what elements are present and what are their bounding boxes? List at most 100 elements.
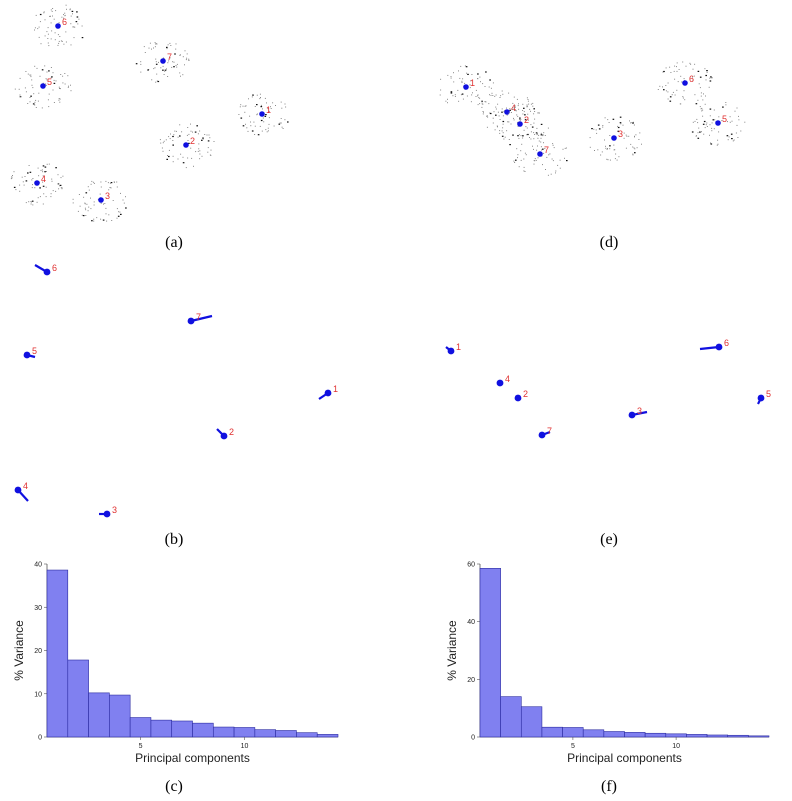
scatter-dot — [482, 111, 484, 112]
scatter-dot — [665, 67, 667, 69]
scatter-dot — [489, 112, 492, 115]
centroid-point — [537, 151, 543, 157]
y-tick-label: 0 — [471, 735, 475, 742]
scatter-dot — [453, 81, 455, 83]
point-cloud — [481, 90, 536, 134]
scatter-dot — [27, 172, 29, 174]
scatter-dot — [268, 110, 270, 112]
scatter-dot — [513, 160, 515, 162]
centroid-point — [611, 135, 617, 141]
scatter-dot — [48, 45, 50, 47]
scatter-dot — [677, 81, 679, 83]
scatter-dot — [516, 148, 518, 150]
point-cloud — [238, 93, 289, 136]
scatter-dot — [64, 15, 66, 17]
scatter-dot — [523, 170, 525, 172]
scatter-dot — [502, 132, 504, 134]
scatter-dot — [207, 140, 210, 142]
vector-point — [324, 389, 332, 397]
scatter-dot — [530, 131, 532, 133]
scatter-dot — [54, 39, 56, 41]
scatter-dot — [662, 71, 664, 73]
scatter-dot — [447, 74, 449, 76]
scatter-dot — [25, 202, 27, 204]
scatter-dot — [19, 94, 21, 96]
scatter-dot — [198, 148, 200, 150]
scatter-dot — [534, 118, 536, 120]
scatter-dot — [36, 201, 38, 203]
scatter-dot — [596, 132, 598, 134]
scatter-dot — [161, 147, 163, 149]
scatter-dot — [30, 76, 32, 78]
bar — [254, 729, 276, 738]
bar — [727, 734, 749, 738]
scatter-dot — [502, 93, 504, 95]
scatter-dot — [285, 106, 287, 108]
scatter-dot — [43, 193, 45, 195]
scatter-dot — [543, 152, 545, 154]
scatter-dot — [478, 97, 480, 99]
scatter-dot — [638, 139, 640, 140]
bar — [603, 731, 625, 738]
scatter-dot — [542, 164, 543, 166]
scatter-dot — [450, 92, 453, 94]
scatter-dot — [632, 121, 634, 123]
scatter-dot — [533, 138, 535, 140]
scatter-dot — [244, 105, 246, 107]
x-tick-label: 10 — [672, 743, 680, 750]
scatter-dot — [11, 176, 13, 178]
scatter-dot — [162, 57, 164, 59]
scatter-dot — [481, 106, 483, 108]
scatter-dot — [103, 203, 104, 205]
scatter-dot — [239, 106, 241, 108]
scatter-dot — [175, 43, 177, 45]
scatter-dot — [111, 220, 113, 221]
scatter-dot — [29, 74, 31, 76]
scatter-dot — [634, 148, 636, 150]
scatter-dot — [492, 95, 494, 96]
scatter-dot — [526, 97, 528, 99]
scatter-dot — [256, 104, 258, 106]
scatter-dot — [485, 101, 487, 103]
scatter-dot — [630, 143, 632, 145]
scatter-dot — [85, 215, 87, 216]
scatter-dot — [595, 129, 597, 131]
scatter-dot — [538, 112, 540, 114]
vector-label: 1 — [456, 342, 461, 352]
scatter-dot — [64, 83, 66, 85]
scatter-dot — [90, 197, 91, 199]
scatter-dot — [533, 108, 535, 110]
scatter-dot — [513, 119, 515, 121]
scatter-dot — [37, 167, 39, 169]
scatter-dot — [488, 86, 490, 88]
scatter-dot — [199, 150, 201, 152]
scatter-dot — [86, 203, 88, 205]
scatter-dot — [187, 157, 189, 159]
scatter-dot — [447, 102, 448, 104]
scatter-dot — [709, 77, 711, 79]
scatter-dot — [70, 84, 71, 86]
centroid-label: 4 — [41, 174, 46, 184]
scatter-dot — [170, 133, 171, 135]
scatter-dot — [177, 158, 179, 160]
scatter-dot — [50, 22, 52, 24]
scatter-dot — [699, 106, 701, 108]
vector-label: 1 — [333, 384, 338, 394]
scatter-dot — [469, 84, 471, 86]
scatter-dot — [259, 125, 261, 127]
scatter-dot — [15, 189, 17, 191]
scatter-dot — [64, 12, 66, 14]
scatter-dot — [31, 84, 33, 86]
scatter-dot — [495, 106, 497, 108]
scatter-dot — [54, 32, 56, 34]
scatter-dot — [708, 86, 710, 88]
scatter-dot — [213, 141, 215, 142]
scatter-dot — [632, 122, 634, 124]
scatter-dot — [120, 213, 122, 215]
vector-label: 3 — [637, 406, 642, 416]
scatter-dot — [188, 59, 190, 61]
caption-d: (d) — [600, 234, 619, 251]
scatter-dot — [272, 102, 274, 104]
scatter-dot — [503, 138, 505, 140]
scatter-dot — [623, 132, 625, 134]
